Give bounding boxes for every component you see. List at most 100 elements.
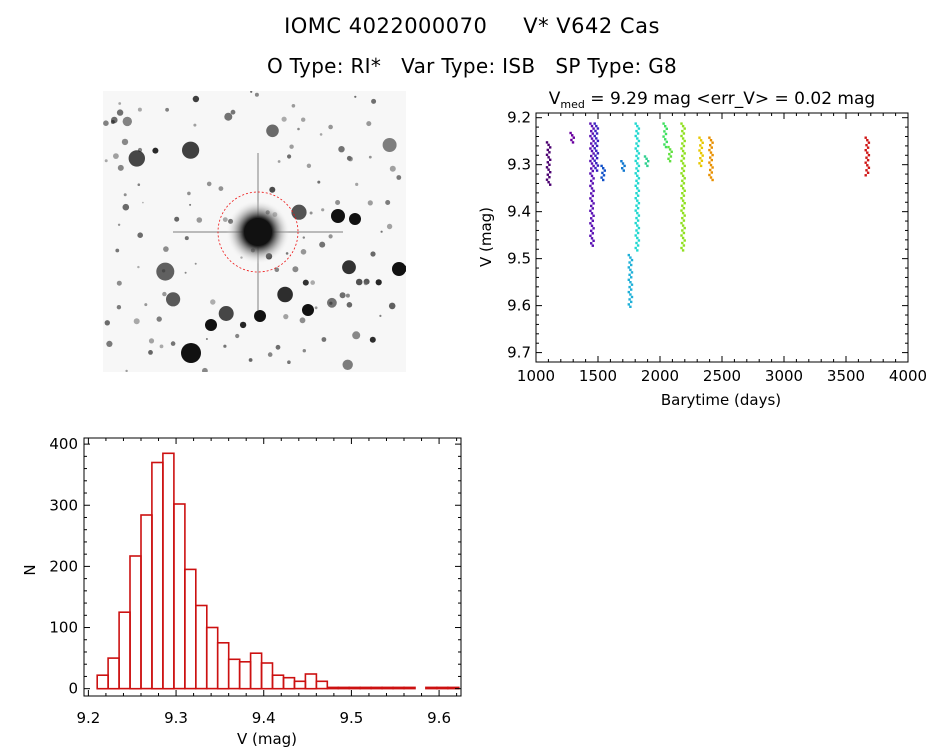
light-curve-point	[683, 239, 686, 242]
light-curve-point	[683, 177, 686, 180]
field-star	[297, 127, 300, 131]
light-curve-point	[635, 129, 638, 133]
light-curve-point	[595, 162, 598, 165]
light-curve-point	[670, 150, 673, 153]
field-star	[113, 153, 119, 159]
light-curve-point	[866, 139, 869, 142]
light-curve-point	[591, 194, 594, 198]
light-curve-point	[680, 159, 683, 163]
light-curve-point	[636, 244, 640, 247]
histogram-x-tick-label: 9.5	[339, 709, 363, 727]
light-curve-point	[636, 187, 639, 190]
variability-type-label: Var Type: ISB	[401, 54, 536, 78]
histogram-bar	[140, 514, 153, 690]
field-star	[165, 107, 169, 112]
light-curve-point	[664, 138, 667, 141]
light-curve-point	[682, 219, 686, 222]
light-curve-point	[681, 249, 685, 252]
field-star	[162, 291, 167, 297]
field-star	[314, 306, 318, 310]
field-star	[104, 159, 108, 163]
field-star	[106, 340, 113, 347]
histogram-bar	[118, 611, 131, 690]
light-curve-point	[681, 167, 684, 170]
light-curve-point	[709, 156, 712, 159]
field-star	[182, 141, 200, 159]
light-curve-point	[708, 161, 711, 164]
light-curve-point	[711, 178, 714, 182]
light-curve-point	[595, 149, 598, 152]
light-curve-point	[628, 298, 631, 301]
light-curve-point	[637, 127, 641, 130]
light-curve-point	[590, 212, 594, 215]
light-curve-point	[628, 261, 631, 264]
field-star	[103, 120, 109, 126]
chart-title-line1: IOMC 4022000070 V* V642 Cas	[0, 14, 944, 38]
light-curve-point	[590, 142, 593, 145]
light-curve-point	[634, 221, 637, 225]
light-curve-point	[589, 159, 592, 163]
field-star	[366, 121, 372, 127]
light-curve-point	[683, 226, 686, 230]
field-star	[122, 116, 132, 127]
light-curve-point	[683, 164, 686, 168]
field-star	[338, 146, 345, 153]
light-curve-point	[590, 124, 594, 128]
light-curve-point	[663, 143, 666, 146]
field-star	[111, 116, 118, 124]
light-curve-point	[681, 179, 684, 182]
light-curve-point	[592, 177, 595, 180]
field-star	[287, 360, 291, 365]
light-curve-y-tick-label: 9.5	[507, 250, 531, 268]
field-star	[291, 104, 296, 108]
histogram-bar	[326, 686, 340, 690]
light-curve-point	[589, 134, 592, 138]
histogram-bar	[238, 660, 252, 690]
field-star	[346, 302, 353, 308]
light-curve-point	[865, 156, 868, 159]
histogram-bar	[315, 680, 329, 690]
light-curve-point	[590, 187, 594, 190]
light-curve-point	[627, 266, 630, 269]
light-curve-point	[571, 141, 575, 144]
field-star	[277, 160, 281, 163]
light-curve-point	[594, 166, 597, 170]
light-curve-point	[701, 141, 704, 144]
light-curve-point	[637, 226, 641, 230]
histogram-bar	[271, 674, 285, 690]
light-curve-point	[635, 142, 638, 145]
field-star	[321, 337, 327, 342]
light-curve-point	[602, 178, 605, 182]
field-star	[125, 369, 128, 372]
light-curve-point	[590, 217, 593, 220]
light-curve-point	[699, 144, 702, 147]
light-curve-point	[589, 197, 592, 200]
histogram-bar	[195, 604, 208, 690]
field-star	[122, 203, 130, 211]
light-curve-point	[571, 134, 574, 137]
field-star	[223, 344, 227, 348]
light-curve-point	[637, 177, 641, 180]
field-star	[389, 165, 396, 172]
light-curve-point	[664, 132, 668, 136]
light-curve-point	[681, 142, 684, 145]
light-curve-point	[636, 157, 640, 160]
field-star	[342, 359, 353, 370]
field-star	[285, 252, 289, 255]
light-curve-point	[545, 178, 549, 181]
histogram-x-label: V (mag)	[237, 730, 297, 747]
light-curve-point	[596, 152, 600, 155]
light-curve-point	[637, 202, 641, 205]
light-curve-point	[636, 207, 640, 210]
field-star	[302, 236, 305, 239]
field-star	[192, 95, 200, 103]
field-star	[371, 98, 377, 104]
field-star	[144, 303, 148, 307]
light-curve-point	[681, 137, 685, 140]
light-curve-point	[681, 174, 685, 177]
light-curve-x-tick-label: 2000	[641, 367, 679, 385]
light-curve-point	[708, 148, 711, 152]
field-star	[205, 338, 208, 340]
light-curve-point	[637, 239, 641, 242]
field-star	[386, 223, 393, 230]
